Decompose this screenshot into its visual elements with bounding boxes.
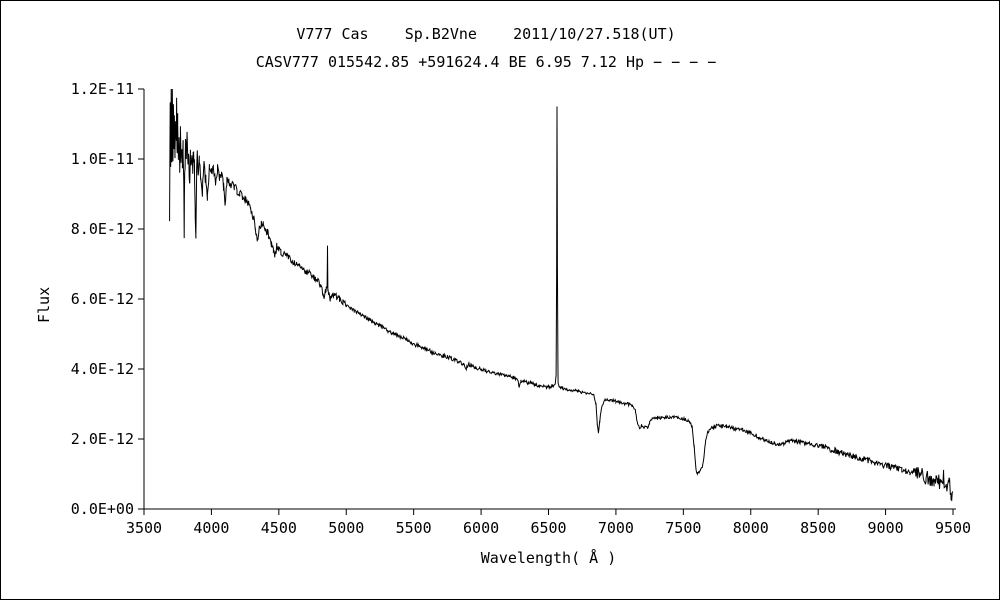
y-tick-label: 2.0E-12 (71, 430, 134, 448)
y-tick-label: 4.0E-12 (71, 360, 134, 378)
x-axis-label: Wavelength( Å ) (480, 549, 617, 567)
chart-title: V777 Cas Sp.B2Vne 2011/10/27.518(UT) (296, 25, 676, 43)
x-tick-label: 9000 (868, 519, 904, 537)
spectrum-line (169, 88, 954, 502)
x-tick-label: 8000 (733, 519, 769, 537)
x-tick-label: 6500 (530, 519, 566, 537)
x-tick-label: 3500 (126, 519, 162, 537)
chart-subtitle: CASV777 015542.85 +591624.4 BE 6.95 7.12… (255, 53, 717, 71)
y-tick-label: 0.0E+00 (71, 500, 134, 518)
y-tick-label: 8.0E-12 (71, 220, 134, 238)
x-tick-label: 6000 (463, 519, 499, 537)
x-tick-label: 5000 (328, 519, 364, 537)
x-tick-label: 4000 (193, 519, 229, 537)
x-tick-label: 8500 (800, 519, 836, 537)
x-tick-label: 9500 (935, 519, 971, 537)
y-tick-label: 1.0E-11 (71, 150, 134, 168)
y-tick-label: 6.0E-12 (71, 290, 134, 308)
x-tick-label: 4500 (261, 519, 297, 537)
x-tick-label: 7000 (598, 519, 634, 537)
y-tick-label: 1.2E-11 (71, 80, 134, 98)
axes (143, 89, 956, 510)
x-tick-label: 5500 (396, 519, 432, 537)
x-tick-label: 7500 (665, 519, 701, 537)
